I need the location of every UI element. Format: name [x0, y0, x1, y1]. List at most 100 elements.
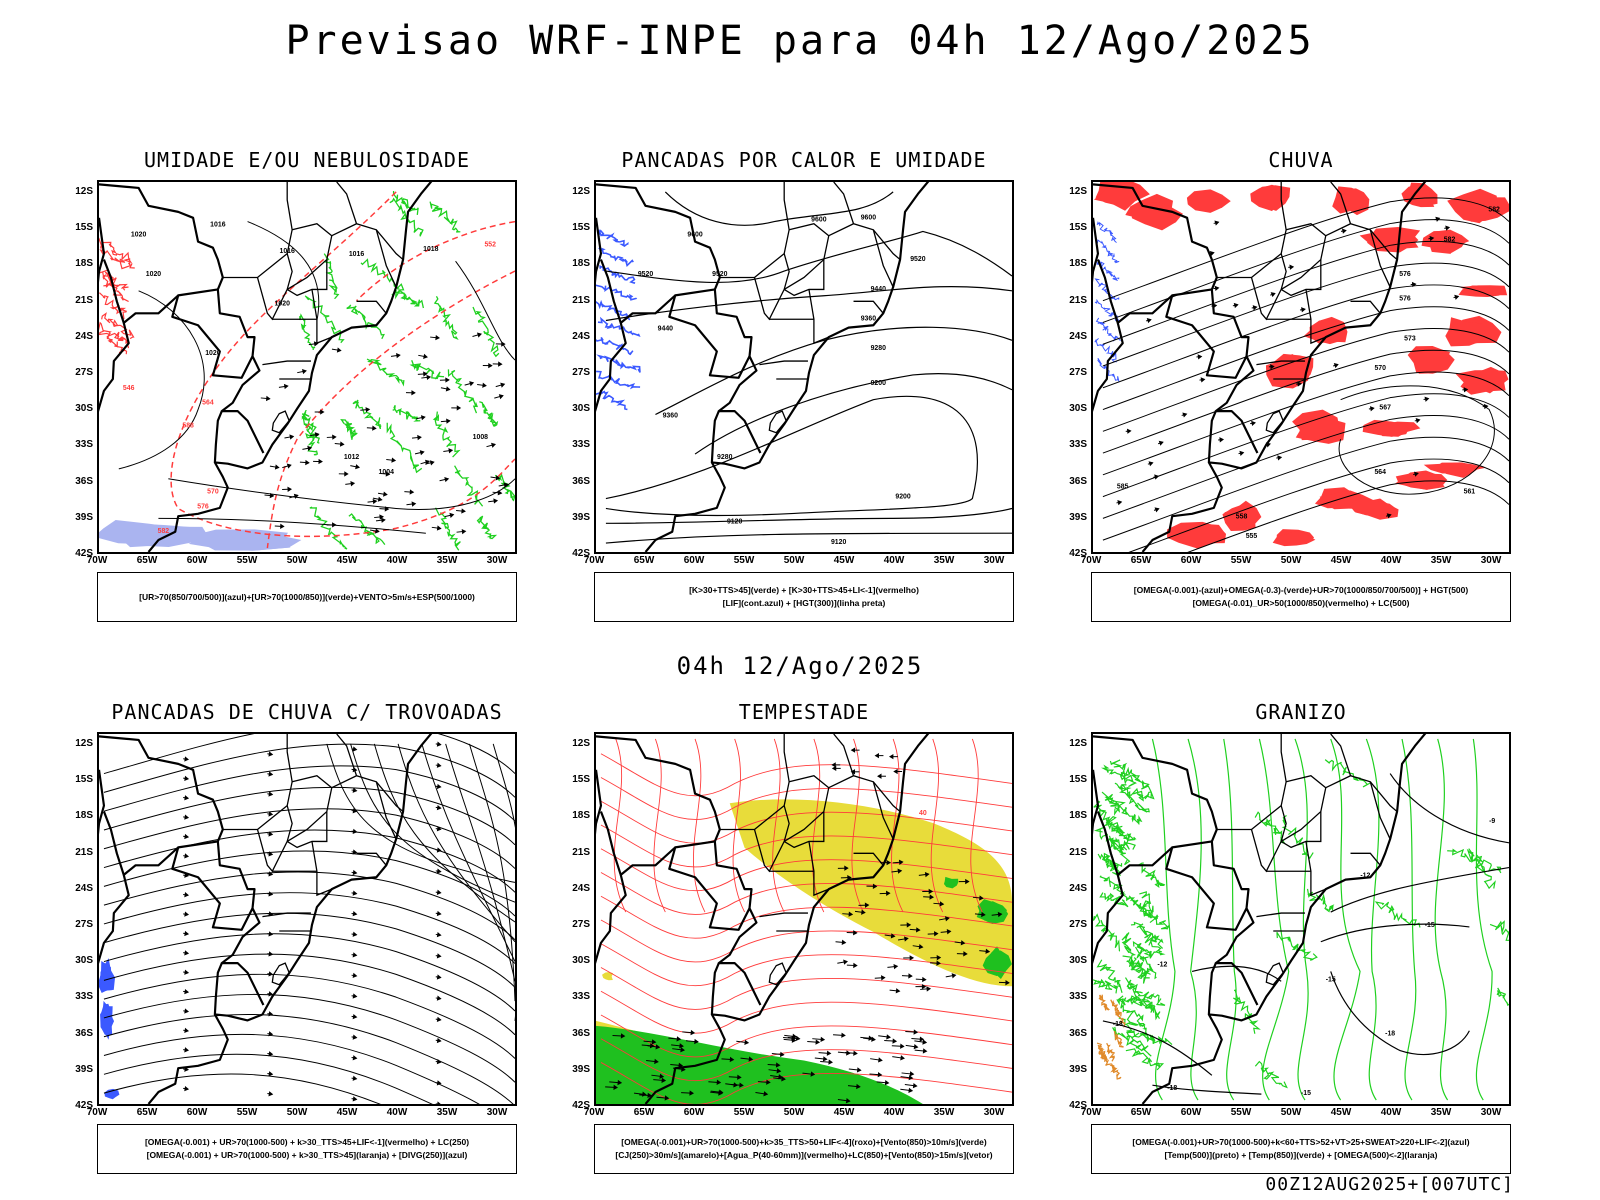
wind-vector: [492, 361, 503, 367]
wind-vector: [269, 464, 280, 470]
latitude-tick-label: 24S: [75, 330, 93, 342]
streamline-arrow: [351, 911, 358, 917]
streamline-850hpa: [600, 753, 1012, 797]
state-border: [1280, 811, 1322, 849]
state-border: [222, 182, 293, 279]
wind-vector: [878, 1034, 891, 1040]
wind-vector: [911, 1036, 925, 1042]
contour-label: 1012: [344, 454, 360, 461]
contour-label: 582: [1488, 207, 1500, 214]
wind-vector: [787, 1035, 801, 1042]
streamline-850hpa: [600, 919, 1012, 963]
wind-vector: [912, 943, 924, 950]
latitude-tick-label: 21S: [75, 846, 93, 858]
streamline-850hpa: [851, 738, 864, 913]
legend-line: [CJ(250)>30m/s](amarelo)+[Agua_P(40-60mm…: [615, 1150, 993, 1160]
wind-vector: [771, 1051, 785, 1058]
longitude-tick-label: 55W: [236, 555, 258, 566]
wind-vector: [278, 383, 289, 390]
state-border: [286, 223, 333, 290]
streamline-arrow: [267, 1051, 274, 1057]
streamline-250hpa: [103, 892, 515, 964]
wind-vector: [904, 1082, 918, 1089]
contour-label: 564: [202, 400, 214, 407]
streamline-arrow: [267, 1091, 274, 1097]
isobar: [118, 290, 205, 470]
temp850-contour: [1130, 921, 1164, 949]
panel-legend: [UR>70(850/700/500)](azul)+[UR>70(1000/8…: [97, 572, 517, 622]
wind-vector: [326, 522, 337, 528]
forecast-map: [97, 732, 517, 1106]
low-level-humidity-contour: [476, 515, 498, 540]
rain-area: [1459, 285, 1508, 296]
wind-vector: [1268, 364, 1275, 370]
wind-vector: [421, 374, 432, 381]
contour-label: 552: [484, 241, 496, 248]
latitude-tick-label: 15S: [572, 774, 590, 786]
wind-vector: [972, 895, 984, 901]
omega500-contour: [1109, 1063, 1122, 1080]
longitude-tick-label: 60W: [1180, 1107, 1202, 1118]
streamline-arrow: [183, 795, 190, 801]
longitude-tick-label: 55W: [1230, 1107, 1252, 1118]
state-border: [356, 852, 387, 866]
contour-label: -12: [1157, 961, 1167, 968]
streamline-250hpa: [103, 850, 515, 917]
state-border: [872, 781, 894, 840]
latitude-tick-label: 18S: [75, 810, 93, 822]
map-canvas: 582 582 576 576 573 570 567 564 561 558 555 585: [1093, 182, 1509, 552]
hgt500-contour: [1128, 458, 1509, 552]
longitude-tick-label: 45W: [833, 1107, 855, 1118]
streamline-arrow: [435, 826, 442, 832]
lif-contour: [596, 299, 631, 321]
streamline-250hpa: [103, 1013, 514, 1104]
wind-vector: [755, 1091, 769, 1097]
wind-vector: [464, 381, 475, 387]
wind-vector: [486, 442, 497, 448]
low-level-humidity-contour: [299, 313, 316, 351]
lagoon: [1265, 962, 1284, 986]
longitude-tick-label: 65W: [1130, 555, 1152, 566]
wind-vector: [309, 432, 320, 438]
divergence-area: [100, 1007, 115, 1037]
wind-vector: [887, 964, 899, 970]
state-border: [783, 775, 830, 842]
streamline-arrow: [351, 993, 358, 999]
temp850-contour: [1324, 759, 1372, 788]
legend-line: [OMEGA(-0.01)_UR>50(1000/850)(vermelho) …: [1192, 598, 1410, 608]
wind-vector: [940, 929, 952, 935]
temp850-contour: [1374, 901, 1421, 928]
latitude-tick-label: 15S: [75, 222, 93, 234]
omega-contour: [1094, 337, 1117, 363]
coastline-layer: [99, 182, 433, 552]
latitude-axis: 12S 15S 18S 21S 24S 27S 30S 33S 36S 39S 42S: [560, 732, 590, 1111]
latitude-tick-label: 42S: [1069, 548, 1087, 559]
wind-vector: [681, 1090, 694, 1096]
streamline-850hpa: [613, 738, 627, 913]
omega-contour: [1096, 239, 1120, 264]
streamline-250hpa: [373, 743, 515, 923]
longitude-tick-label: 35W: [436, 1107, 458, 1118]
wind-vector: [302, 445, 313, 451]
wind-vector: [456, 528, 467, 535]
latitude-tick-label: 21S: [75, 294, 93, 306]
longitude-tick-label: 50W: [1280, 1107, 1302, 1118]
streamline-arrow: [183, 872, 190, 878]
hgt300-contour: [655, 326, 1012, 416]
state-border: [222, 734, 293, 831]
legend-line: [K>30+TTS>45](verde) + [K>30+TTS>45+LI<-…: [689, 585, 919, 595]
longitude-axis: 70W 65W 60W 55W 50W 45W 40W 35W 30W: [1081, 555, 1511, 569]
wind-vector: [656, 1095, 670, 1101]
contour-label: 9600: [687, 231, 703, 238]
wind-vector: [892, 1055, 905, 1061]
wind-vector: [260, 395, 271, 402]
state-border-layer: [222, 182, 404, 434]
wind-vector: [685, 1038, 699, 1045]
wind-vector: [974, 911, 986, 918]
latitude-tick-label: 42S: [75, 548, 93, 559]
legend-line: [OMEGA(-0.001)+UR>70(1000-500)+k<60+TTS>…: [1132, 1137, 1470, 1147]
temp500-contour: [1320, 923, 1470, 943]
hgt300-contour: [605, 286, 1012, 322]
thickness-contour: [102, 273, 129, 303]
wind-vector: [439, 476, 450, 483]
